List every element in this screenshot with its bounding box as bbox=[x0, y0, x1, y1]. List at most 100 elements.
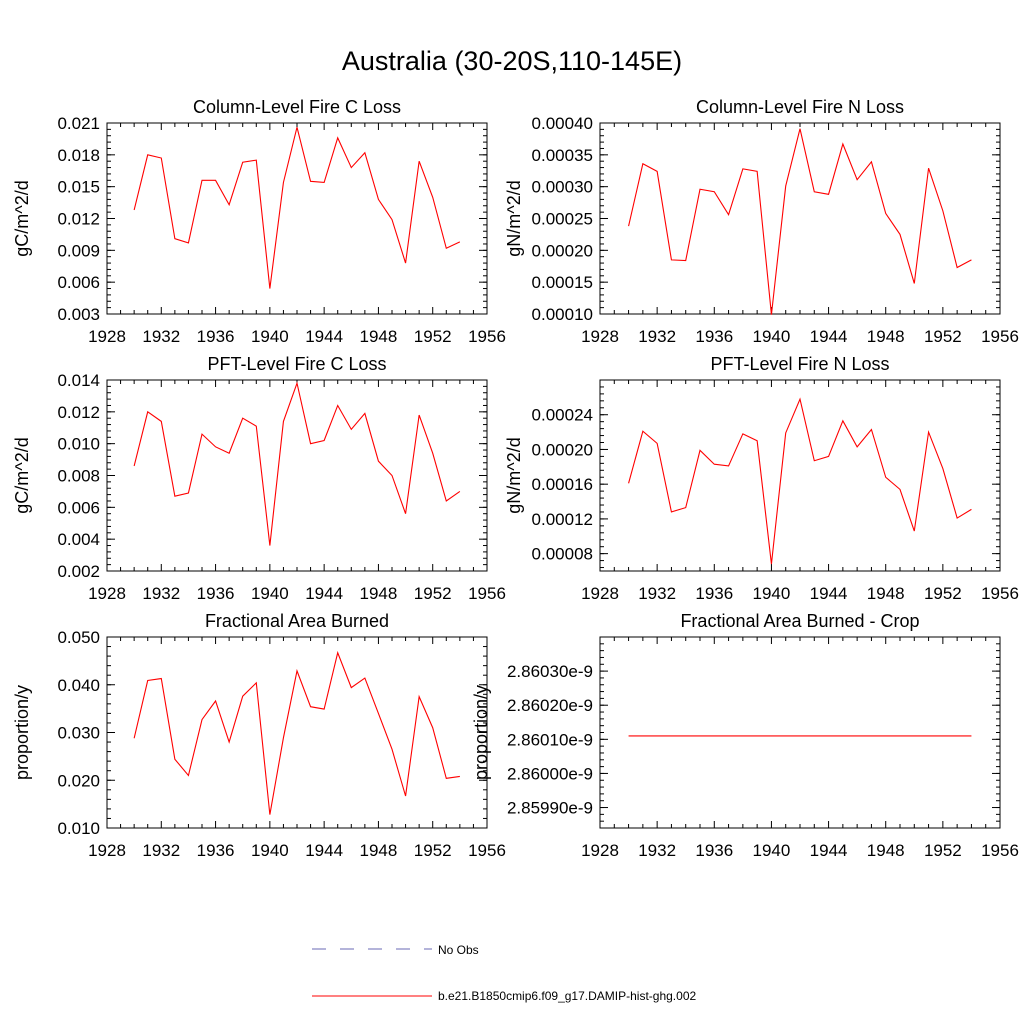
panel-5: Fractional Area Burned proportion/y 1928 19… bbox=[12, 611, 506, 860]
y-axis-label: gC/m^2/d bbox=[12, 437, 32, 513]
x-tick-label: 1936 bbox=[197, 584, 235, 603]
y-tick-label: 0.004 bbox=[57, 530, 100, 549]
x-tick-label: 1948 bbox=[867, 584, 905, 603]
x-tick-label: 1932 bbox=[638, 841, 676, 860]
x-tick-label: 1928 bbox=[581, 584, 619, 603]
x-tick-label: 1956 bbox=[468, 841, 506, 860]
y-tick-label: 0.009 bbox=[57, 241, 100, 260]
series-line bbox=[133, 650, 460, 815]
x-tick-label: 1944 bbox=[305, 841, 343, 860]
series-line bbox=[628, 128, 972, 315]
x-tick-label: 1952 bbox=[414, 327, 452, 346]
y-tick-label: 0.040 bbox=[57, 676, 100, 695]
plot-frame bbox=[599, 122, 1001, 315]
y-tick-label: 0.002 bbox=[57, 562, 100, 581]
y-tick-label: 0.006 bbox=[57, 498, 100, 517]
x-tick-label: 1940 bbox=[251, 327, 289, 346]
x-tick-label: 1948 bbox=[867, 327, 905, 346]
panel-title: Fractional Area Burned - Crop bbox=[680, 611, 919, 631]
y-tick-label: 0.00008 bbox=[532, 545, 593, 564]
y-axis-label: gC/m^2/d bbox=[12, 180, 32, 256]
x-tick-label: 1944 bbox=[305, 327, 343, 346]
x-tick-label: 1936 bbox=[695, 327, 733, 346]
panel-2: Column-Level Fire N Loss gN/m^2/d 1928 1932… bbox=[504, 97, 1019, 346]
x-tick-label: 1940 bbox=[753, 327, 791, 346]
y-tick-label: 0.00030 bbox=[532, 178, 593, 197]
panel-title: Column-Level Fire C Loss bbox=[193, 97, 401, 117]
series-line bbox=[133, 381, 461, 546]
panel-4: PFT-Level Fire N Loss gN/m^2/d 1928 1932 193… bbox=[504, 354, 1019, 603]
y-tick-label: 2.86000e-9 bbox=[507, 764, 593, 783]
x-tick-label: 1944 bbox=[810, 841, 848, 860]
series-line bbox=[628, 397, 972, 565]
y-tick-label: 0.018 bbox=[57, 146, 100, 165]
x-tick-label: 1936 bbox=[197, 841, 235, 860]
y-tick-label: 0.00015 bbox=[532, 273, 593, 292]
y-axis-label: proportion/y bbox=[12, 685, 32, 780]
x-tick-label: 1940 bbox=[753, 584, 791, 603]
y-tick-label: 0.012 bbox=[57, 403, 100, 422]
x-tick-label: 1928 bbox=[88, 327, 126, 346]
y-tick-label: 0.00035 bbox=[532, 146, 593, 165]
x-tick-label: 1944 bbox=[810, 327, 848, 346]
plot-frame bbox=[106, 122, 488, 315]
y-tick-label: 2.86010e-9 bbox=[507, 730, 593, 749]
y-tick-label: 0.00012 bbox=[532, 510, 593, 529]
x-tick-label: 1944 bbox=[810, 584, 848, 603]
legend-label-model: b.e21.B1850cmip6.f09_g17.DAMIP-hist-ghg.… bbox=[438, 989, 696, 1003]
x-tick-label: 1952 bbox=[924, 584, 962, 603]
y-tick-label: 0.006 bbox=[57, 273, 100, 292]
y-tick-label: 0.021 bbox=[57, 114, 100, 133]
x-tick-label: 1952 bbox=[414, 584, 452, 603]
x-tick-label: 1948 bbox=[360, 584, 398, 603]
x-tick-label: 1932 bbox=[142, 327, 180, 346]
series-line bbox=[133, 127, 461, 289]
x-tick-label: 1932 bbox=[142, 841, 180, 860]
x-tick-label: 1952 bbox=[414, 841, 452, 860]
panel-title: Fractional Area Burned bbox=[205, 611, 389, 631]
y-tick-label: 0.015 bbox=[57, 178, 100, 197]
x-tick-label: 1928 bbox=[88, 841, 126, 860]
x-tick-label: 1952 bbox=[924, 327, 962, 346]
y-tick-label: 0.020 bbox=[57, 771, 100, 790]
y-tick-label: 2.86020e-9 bbox=[507, 696, 593, 715]
legend: No Obs b.e21.B1850cmip6.f09_g17.DAMIP-his… bbox=[312, 943, 696, 1003]
x-tick-label: 1948 bbox=[360, 327, 398, 346]
x-tick-label: 1940 bbox=[251, 841, 289, 860]
y-tick-label: 2.85990e-9 bbox=[507, 799, 593, 818]
x-tick-label: 1956 bbox=[981, 584, 1019, 603]
plot-frame bbox=[106, 636, 488, 829]
x-tick-label: 1928 bbox=[581, 327, 619, 346]
legend-label-no-obs: No Obs bbox=[438, 943, 479, 957]
x-tick-label: 1936 bbox=[197, 327, 235, 346]
x-tick-label: 1940 bbox=[753, 841, 791, 860]
y-tick-label: 0.012 bbox=[57, 210, 100, 229]
figure-title: Australia (30-20S,110-145E) bbox=[341, 46, 683, 76]
panel-title: PFT-Level Fire N Loss bbox=[710, 354, 889, 374]
y-tick-label: 0.010 bbox=[57, 819, 100, 838]
plot-frame bbox=[106, 379, 488, 572]
y-tick-label: 0.030 bbox=[57, 724, 100, 743]
x-tick-label: 1928 bbox=[581, 841, 619, 860]
y-tick-label: 0.00020 bbox=[532, 440, 593, 459]
panel-1: Column-Level Fire C Loss gC/m^2/d 1928 1932… bbox=[12, 97, 506, 346]
y-tick-label: 0.00016 bbox=[532, 475, 593, 494]
panel-title: Column-Level Fire N Loss bbox=[696, 97, 904, 117]
y-axis-label: proportion/y bbox=[471, 685, 491, 780]
y-tick-label: 0.00025 bbox=[532, 210, 593, 229]
panel-6: Fractional Area Burned - Crop proportion/… bbox=[471, 611, 1019, 860]
x-tick-label: 1956 bbox=[981, 327, 1019, 346]
y-tick-label: 0.014 bbox=[57, 371, 100, 390]
x-tick-label: 1952 bbox=[924, 841, 962, 860]
x-tick-label: 1932 bbox=[638, 327, 676, 346]
y-tick-label: 0.00024 bbox=[532, 406, 593, 425]
plot-frame bbox=[599, 636, 1001, 829]
y-tick-label: 0.010 bbox=[57, 435, 100, 454]
x-tick-label: 1928 bbox=[88, 584, 126, 603]
panel-title: PFT-Level Fire C Loss bbox=[207, 354, 386, 374]
x-tick-label: 1940 bbox=[251, 584, 289, 603]
x-tick-label: 1936 bbox=[695, 841, 733, 860]
y-tick-label: 0.00010 bbox=[532, 305, 593, 324]
